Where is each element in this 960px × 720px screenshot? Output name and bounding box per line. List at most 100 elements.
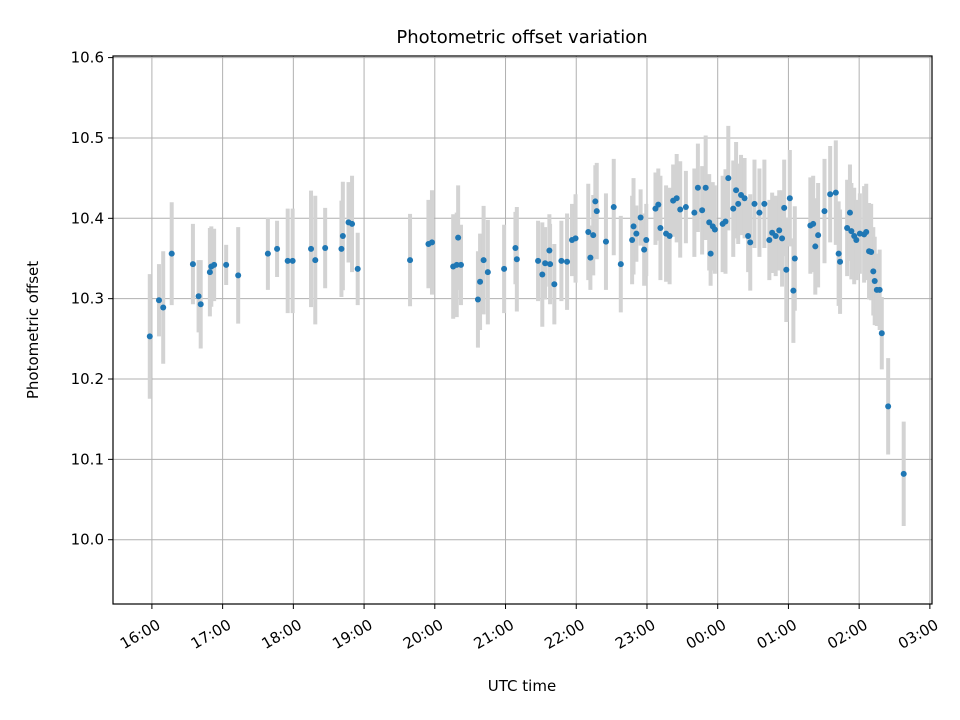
data-point	[837, 258, 844, 265]
data-point	[428, 239, 435, 246]
data-point	[484, 269, 491, 276]
data-point	[766, 237, 773, 244]
data-point	[542, 260, 549, 267]
data-point	[593, 208, 600, 215]
plot-area-frame	[112, 55, 933, 605]
data-point	[637, 214, 644, 221]
data-point	[655, 201, 662, 208]
data-point	[810, 220, 817, 227]
data-point	[211, 261, 218, 268]
data-point	[587, 254, 594, 261]
data-point	[707, 250, 714, 257]
data-point	[779, 235, 786, 242]
data-point	[761, 200, 768, 207]
data-point	[585, 228, 592, 235]
data-point	[195, 293, 202, 300]
data-point	[590, 232, 597, 239]
data-point	[189, 261, 196, 268]
data-point	[572, 235, 579, 242]
data-point	[673, 195, 680, 202]
data-point	[745, 232, 752, 239]
data-point	[349, 220, 356, 227]
data-point	[284, 257, 291, 264]
data-point	[725, 175, 732, 182]
data-point	[308, 245, 315, 252]
data-point	[821, 208, 828, 215]
data-point	[223, 261, 230, 268]
data-point	[160, 304, 167, 311]
data-point	[235, 272, 242, 279]
data-point	[641, 246, 648, 253]
data-point	[501, 265, 508, 272]
data-point	[564, 258, 571, 265]
data-point	[457, 261, 464, 268]
x-axis-label: UTC time	[488, 677, 556, 695]
data-point	[786, 195, 793, 202]
data-points	[146, 175, 907, 477]
data-point	[657, 224, 664, 231]
data-point	[885, 403, 892, 410]
data-point	[790, 287, 797, 294]
data-point	[846, 209, 853, 216]
y-tick-label: 10.5	[71, 129, 104, 147]
data-point	[815, 232, 822, 239]
data-point	[870, 268, 877, 275]
data-point	[617, 261, 624, 268]
grid-lines	[113, 56, 932, 604]
data-point	[474, 296, 481, 303]
data-point	[643, 237, 650, 244]
data-point	[776, 227, 783, 234]
data-point	[694, 184, 701, 191]
data-point	[791, 255, 798, 262]
data-point	[871, 277, 878, 284]
data-point	[722, 218, 729, 225]
data-point	[863, 228, 870, 235]
data-point	[747, 239, 754, 246]
data-point	[289, 257, 296, 264]
data-point	[868, 249, 875, 256]
data-point	[551, 281, 558, 288]
data-point	[733, 187, 740, 194]
data-point	[682, 204, 689, 211]
data-point	[853, 237, 860, 244]
data-point	[691, 209, 698, 216]
data-point	[338, 245, 345, 252]
y-tick-label: 10.2	[71, 370, 104, 388]
data-point	[706, 219, 713, 226]
data-point	[783, 266, 790, 273]
data-point	[827, 191, 834, 198]
data-point	[546, 247, 553, 254]
data-point	[455, 234, 462, 241]
data-point	[512, 245, 519, 252]
data-point	[699, 207, 706, 214]
data-point	[264, 250, 271, 257]
data-point	[407, 257, 414, 264]
data-point	[633, 230, 640, 237]
data-point	[453, 261, 460, 268]
data-point	[513, 256, 520, 263]
data-point	[206, 269, 213, 276]
data-point	[547, 261, 554, 268]
y-tick-label: 10.1	[71, 450, 104, 468]
data-point	[168, 250, 175, 257]
data-point	[772, 232, 779, 239]
data-point	[539, 271, 546, 278]
data-point	[629, 237, 636, 244]
data-point	[751, 200, 758, 207]
data-point	[781, 204, 788, 211]
data-point	[677, 206, 684, 213]
data-point	[197, 301, 204, 308]
y-tick-label: 10.3	[71, 290, 104, 308]
y-tick-label: 10.6	[71, 49, 104, 67]
data-point	[756, 209, 763, 216]
data-point	[274, 245, 281, 252]
chart-title: Photometric offset variation	[396, 27, 647, 48]
data-point	[602, 238, 609, 245]
data-point	[702, 184, 709, 191]
data-point	[735, 200, 742, 207]
data-point	[146, 333, 153, 340]
data-point	[835, 250, 842, 257]
data-point	[832, 189, 839, 196]
